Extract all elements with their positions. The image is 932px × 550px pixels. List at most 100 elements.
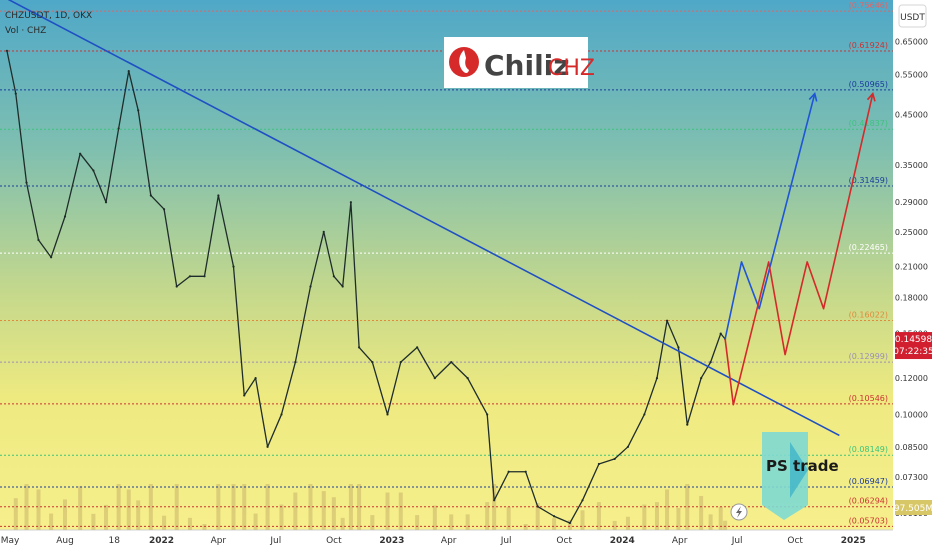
price-point-28 bbox=[349, 201, 352, 204]
volume-bar-36 bbox=[465, 514, 470, 530]
price-point-50 bbox=[665, 319, 669, 322]
price-point-5 bbox=[63, 215, 67, 218]
price-point-26 bbox=[332, 275, 335, 278]
price-point-8 bbox=[104, 201, 108, 204]
price-tick-0: 0.65000 bbox=[895, 37, 928, 46]
time-tick-11: 2024 bbox=[610, 536, 635, 546]
volume-bar-2 bbox=[24, 484, 29, 530]
volume-bar-16 bbox=[202, 524, 207, 530]
volume-bar-39 bbox=[506, 506, 511, 530]
level-label-11: (0.06294) bbox=[849, 497, 888, 506]
current-price-badge: 0.14598 07:22:35 bbox=[893, 332, 932, 360]
price-point-20 bbox=[254, 377, 257, 380]
volume-bar-48 bbox=[642, 504, 647, 530]
time-tick-1: Aug bbox=[56, 536, 74, 546]
volume-bar-3 bbox=[36, 489, 41, 530]
trendline-line bbox=[7, 0, 840, 437]
volume-bar-27 bbox=[340, 517, 345, 530]
volume-bar-43 bbox=[567, 519, 572, 530]
price-point-45 bbox=[597, 462, 601, 466]
watermark-accent bbox=[790, 442, 808, 498]
price-point-24 bbox=[309, 285, 312, 288]
price-point-19 bbox=[243, 394, 246, 397]
price-point-3 bbox=[37, 238, 40, 242]
price-point-11 bbox=[137, 109, 140, 112]
price-tick-4: 0.29000 bbox=[895, 198, 928, 207]
price-point-55 bbox=[719, 332, 722, 335]
volume-bar-25 bbox=[321, 491, 326, 530]
volume-bar-41 bbox=[535, 503, 540, 530]
price-point-53 bbox=[700, 377, 703, 380]
price-point-33 bbox=[416, 346, 419, 349]
volume-bar-24 bbox=[308, 484, 313, 530]
time-tick-10: Oct bbox=[556, 536, 572, 546]
time-tick-15: 2025 bbox=[841, 536, 866, 546]
volume-bar-26 bbox=[331, 497, 336, 530]
time-tick-12: Apr bbox=[672, 536, 688, 546]
currency-button[interactable]: USDT bbox=[898, 4, 927, 28]
price-point-29 bbox=[357, 346, 361, 349]
price-axis-background bbox=[893, 0, 932, 530]
price-tick-6: 0.21000 bbox=[895, 263, 928, 272]
time-tick-8: Apr bbox=[441, 536, 457, 546]
price-tick-5: 0.25000 bbox=[895, 228, 928, 237]
volume-bar-15 bbox=[187, 517, 192, 530]
price-point-42 bbox=[553, 515, 556, 518]
price-point-35 bbox=[450, 361, 453, 364]
price-point-36 bbox=[466, 377, 469, 380]
price-point-34 bbox=[433, 377, 436, 380]
price-point-17 bbox=[217, 194, 220, 197]
projection-alternate-line bbox=[724, 93, 874, 406]
time-tick-7: 2023 bbox=[379, 536, 404, 546]
volume-badge: 97.505M bbox=[894, 500, 932, 515]
level-label-4: (0.31459) bbox=[849, 176, 888, 185]
time-axis-background bbox=[0, 530, 932, 550]
time-tick-3: 2022 bbox=[149, 536, 174, 546]
volume-bar-47 bbox=[625, 516, 630, 530]
logo-brand-text: Chiliz bbox=[484, 49, 570, 82]
projection-bullish-line bbox=[724, 93, 816, 340]
volume-bar-13 bbox=[162, 515, 167, 530]
volume-bar-53 bbox=[699, 495, 704, 530]
volume-indicator-label: Vol · CHZ bbox=[5, 26, 46, 36]
logo-ticker-text: CHZ bbox=[548, 56, 595, 81]
volume-bar-42 bbox=[552, 518, 557, 530]
level-label-12: (0.05703) bbox=[849, 516, 888, 525]
price-point-48 bbox=[643, 413, 646, 416]
volume-bar-10 bbox=[126, 489, 131, 530]
time-tick-5: Jul bbox=[269, 536, 281, 546]
price-point-2 bbox=[25, 181, 28, 184]
volume-bar-54 bbox=[708, 514, 713, 530]
price-point-6 bbox=[79, 152, 82, 155]
volume-bar-32 bbox=[398, 492, 403, 530]
time-tick-6: Oct bbox=[326, 536, 342, 546]
volume-bar-22 bbox=[279, 504, 284, 530]
projection-alternate-arrowhead bbox=[866, 92, 876, 102]
price-tick-9: 0.12000 bbox=[895, 374, 928, 383]
currency-button-frame[interactable] bbox=[898, 4, 927, 28]
price-tick-1: 0.55000 bbox=[895, 71, 928, 80]
price-point-54 bbox=[709, 361, 712, 364]
price-point-16 bbox=[203, 275, 206, 278]
price-point-51 bbox=[677, 346, 680, 349]
price-point-27 bbox=[341, 285, 344, 288]
price-point-49 bbox=[655, 377, 659, 380]
currency-button-label[interactable]: USDT bbox=[900, 13, 925, 23]
volume-bar-21 bbox=[265, 484, 270, 530]
lightning-icon[interactable] bbox=[730, 503, 748, 521]
price-point-1 bbox=[14, 92, 17, 95]
price-point-46 bbox=[613, 457, 616, 461]
price-tick-2: 0.45000 bbox=[895, 111, 928, 120]
level-label-6: (0.16022) bbox=[849, 310, 888, 319]
level-label-9: (0.08149) bbox=[849, 445, 888, 454]
plot-background bbox=[0, 0, 893, 530]
price-tick-12: 0.07300 bbox=[895, 473, 928, 482]
price-point-43 bbox=[568, 521, 571, 525]
price-point-15 bbox=[188, 275, 192, 278]
level-label-7: (0.12999) bbox=[849, 352, 888, 361]
volume-bar-52 bbox=[685, 484, 690, 530]
volume-bar-55 bbox=[718, 506, 723, 530]
volume-bar-33 bbox=[415, 515, 420, 530]
